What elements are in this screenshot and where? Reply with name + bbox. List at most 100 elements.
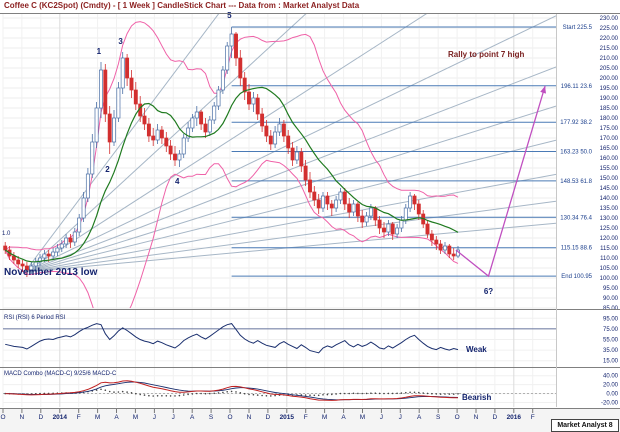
macd-panel-label: MACD Combo (MACD-C) 9/25/6 MACD-C xyxy=(4,371,117,377)
svg-text:135.00: 135.00 xyxy=(600,206,619,212)
projection-path xyxy=(455,85,546,278)
svg-text:A: A xyxy=(114,414,119,421)
svg-text:196.11 23.6: 196.11 23.6 xyxy=(561,84,593,90)
svg-text:S: S xyxy=(209,414,214,421)
projection-arrowhead xyxy=(540,86,546,94)
svg-text:M: M xyxy=(322,414,327,421)
svg-text:J: J xyxy=(399,414,402,421)
svg-text:195.00: 195.00 xyxy=(600,86,619,92)
svg-text:115.00: 115.00 xyxy=(600,246,619,252)
svg-text:6?: 6? xyxy=(484,287,493,296)
svg-text:75.00: 75.00 xyxy=(603,327,619,333)
svg-text:F: F xyxy=(77,414,81,421)
svg-text:225.00: 225.00 xyxy=(600,26,619,32)
x-axis-labels: O N D 2014 F M A M J J A S O N D 2015 F M A M J J A S O N D 2016 F xyxy=(0,409,535,421)
svg-text:D: D xyxy=(493,414,498,421)
svg-text:15.00: 15.00 xyxy=(603,359,619,365)
svg-text:175.00: 175.00 xyxy=(600,126,619,132)
svg-text:M: M xyxy=(360,414,365,421)
svg-text:1: 1 xyxy=(97,47,102,56)
gann-ratio-label: 1.0 xyxy=(2,231,11,237)
svg-text:95.00: 95.00 xyxy=(603,286,619,292)
svg-text:20.00: 20.00 xyxy=(603,383,619,389)
svg-text:55.00: 55.00 xyxy=(603,338,619,344)
chart-title: Coffee C (KC2Spot) (Cmdty) - [ 1 Week ] … xyxy=(4,1,360,10)
svg-text:215.00: 215.00 xyxy=(600,46,619,52)
x-axis-strip xyxy=(0,409,620,432)
svg-text:148.53 61.8: 148.53 61.8 xyxy=(560,179,592,185)
svg-text:F: F xyxy=(531,414,535,421)
svg-text:0.00: 0.00 xyxy=(606,392,618,398)
svg-text:105.00: 105.00 xyxy=(600,266,619,272)
svg-text:4: 4 xyxy=(175,177,180,186)
rally-point7-note: Rally to point 7 high xyxy=(448,50,525,59)
svg-text:F: F xyxy=(304,414,308,421)
svg-text:O: O xyxy=(0,414,5,421)
svg-text:A: A xyxy=(417,414,422,421)
svg-text:200.00: 200.00 xyxy=(600,76,619,82)
svg-text:40.00: 40.00 xyxy=(603,374,619,380)
market-analyst-branding: Market Analyst 8 xyxy=(551,419,619,432)
svg-text:95.00: 95.00 xyxy=(603,316,619,322)
svg-text:205.00: 205.00 xyxy=(600,66,619,72)
svg-text:177.92 38.2: 177.92 38.2 xyxy=(560,120,592,126)
svg-text:155.00: 155.00 xyxy=(600,166,619,172)
svg-text:N: N xyxy=(247,414,252,421)
svg-text:100.00: 100.00 xyxy=(600,276,619,282)
svg-text:230.00: 230.00 xyxy=(600,16,619,22)
svg-text:M: M xyxy=(95,414,100,421)
svg-text:J: J xyxy=(153,414,156,421)
svg-text:-20.00: -20.00 xyxy=(601,401,619,407)
svg-text:210.00: 210.00 xyxy=(600,56,619,62)
fibonacci-levels: Start 225.5 196.11 23.6 177.92 38.2 163.23 … xyxy=(231,25,593,280)
svg-text:220.00: 220.00 xyxy=(600,36,619,42)
price-axis: 85.0090.0095.00100.00105.00110.00115.001… xyxy=(600,16,619,407)
november-low-note: November 2013 low xyxy=(4,267,98,278)
candles-layer xyxy=(3,27,460,277)
svg-text:170.00: 170.00 xyxy=(600,136,619,142)
svg-text:2015: 2015 xyxy=(280,414,295,421)
svg-text:130.34 76.4: 130.34 76.4 xyxy=(560,215,592,221)
wave-point-labels: 1 2 3 4 5 6? xyxy=(97,11,494,296)
rsi-panel xyxy=(3,323,556,354)
svg-text:2: 2 xyxy=(105,165,110,174)
svg-text:190.00: 190.00 xyxy=(600,96,619,102)
svg-text:130.00: 130.00 xyxy=(600,216,619,222)
svg-text:A: A xyxy=(341,414,346,421)
svg-text:O: O xyxy=(227,414,232,421)
rsi-panel-label: RSI (RSI) 6 Period RSI xyxy=(4,315,66,321)
svg-text:S: S xyxy=(436,414,441,421)
svg-text:180.00: 180.00 xyxy=(600,116,619,122)
svg-text:165.00: 165.00 xyxy=(600,146,619,152)
svg-text:N: N xyxy=(20,414,25,421)
panel-dividers xyxy=(0,13,620,409)
svg-text:2014: 2014 xyxy=(53,414,68,421)
macd-panel xyxy=(3,380,556,401)
svg-text:End 100.95: End 100.95 xyxy=(561,274,592,280)
svg-text:A: A xyxy=(190,414,195,421)
svg-text:120.00: 120.00 xyxy=(600,236,619,242)
macd-bearish-note: Bearish xyxy=(462,393,492,402)
svg-text:160.00: 160.00 xyxy=(600,156,619,162)
moving-average-line xyxy=(4,86,459,263)
svg-text:D: D xyxy=(266,414,271,421)
svg-text:O: O xyxy=(455,414,460,421)
svg-text:163.23 50.0: 163.23 50.0 xyxy=(560,150,592,156)
svg-text:90.00: 90.00 xyxy=(603,296,619,302)
svg-text:3: 3 xyxy=(118,37,123,46)
svg-text:140.00: 140.00 xyxy=(600,196,619,202)
svg-text:185.00: 185.00 xyxy=(600,106,619,112)
svg-text:D: D xyxy=(38,414,43,421)
svg-text:J: J xyxy=(172,414,175,421)
svg-text:J: J xyxy=(380,414,383,421)
svg-text:5: 5 xyxy=(227,11,232,20)
svg-text:2016: 2016 xyxy=(507,414,522,421)
svg-text:150.00: 150.00 xyxy=(600,176,619,182)
svg-text:35.00: 35.00 xyxy=(603,348,619,354)
svg-text:Start 225.5: Start 225.5 xyxy=(563,25,593,31)
svg-text:N: N xyxy=(474,414,479,421)
svg-text:110.00: 110.00 xyxy=(600,256,619,262)
svg-text:115.15 88.6: 115.15 88.6 xyxy=(561,246,593,252)
